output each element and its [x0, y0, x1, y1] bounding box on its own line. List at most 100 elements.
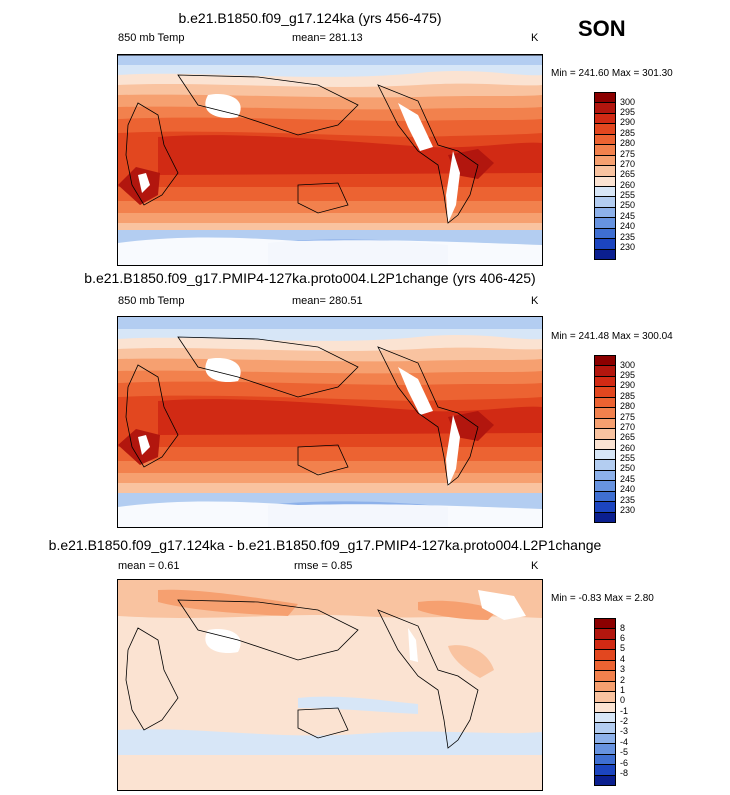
panel-1-colorbar: [594, 92, 616, 260]
panel-1-colorbar-cell: [595, 186, 615, 198]
panel-2-map-field: [118, 317, 542, 527]
panel-1-colorbar-cell: [595, 249, 615, 259]
panel-1-colorbar-tick-label: 300: [620, 97, 636, 107]
panel-3-colorbar-cell: [595, 629, 615, 640]
panel-2-colorbar-tick-label: 250: [620, 463, 636, 473]
panel-3-colorbar-cell: [595, 660, 615, 672]
panel-1-colorbar-tick-label: 285: [620, 128, 636, 138]
panel-2-colorbar-tick-label: 300: [620, 360, 636, 370]
panel-1-map: [117, 54, 543, 266]
panel-2-mean-label: mean= 280.51: [292, 295, 363, 307]
panel-1-colorbar-tick-label: 275: [620, 149, 636, 159]
panel-3-map-field: [118, 580, 542, 790]
panel-3-colorbar-cell: [595, 765, 615, 776]
panel-2-colorbar-tick-label: 275: [620, 412, 636, 422]
panel-2-colorbar-cell: [595, 481, 615, 492]
panel-2-colorbar-cell: [595, 439, 615, 450]
panel-3-colorbar-cell: [595, 723, 615, 734]
panel-1-colorbar-cell: [595, 207, 615, 219]
panel-2-colorbar-tick-label: 260: [620, 443, 636, 453]
panel-2-colorbar-tick-label: 295: [620, 370, 636, 380]
panel-1-colorbar-cell: [595, 155, 615, 167]
panel-2-colorbar-tick-label: 290: [620, 380, 636, 390]
panel-1-colorbar-cell: [595, 124, 615, 135]
panel-2-colorbar-cell: [595, 460, 615, 471]
panel-2-colorbar-cell: [595, 429, 615, 440]
panel-3-colorbar-tick-label: 6: [620, 633, 626, 643]
panel-1-map-field: [118, 55, 542, 265]
panel-1-title: b.e21.B1850.f09_g17.124ka (yrs 456-475): [178, 10, 442, 26]
panel-3-colorbar-tick-label: 1: [620, 685, 626, 695]
panel-3-colorbar-cell: [595, 775, 615, 785]
panel-2-variable-label: 850 mb Temp: [118, 295, 185, 307]
panel-2-minmax: Min = 241.48 Max = 300.04: [551, 331, 673, 342]
panel-1-colorbar-tick-label: 245: [620, 211, 636, 221]
panel-2-colorbar-cell: [595, 512, 615, 522]
panel-3-colorbar: [594, 618, 616, 786]
panel-3-colorbar-tick-label: -5: [620, 747, 629, 757]
panel-2-colorbar: [594, 355, 616, 523]
panel-3-colorbar-cell: [595, 619, 615, 630]
panel-3-colorbar-tick-label: -3: [620, 726, 629, 736]
panel-1-colorbar-cell: [595, 218, 615, 229]
panel-2-colorbar-tick-label: 255: [620, 453, 636, 463]
panel-1-colorbar-cell: [595, 239, 615, 250]
panel-3-colorbar-tick-label: 3: [620, 664, 626, 674]
panel-2-colorbar-cell: [595, 470, 615, 482]
panel-2-colorbar-tick-label: 235: [620, 495, 636, 505]
panel-1-variable-label: 850 mb Temp: [118, 32, 185, 44]
panel-1-colorbar-cell: [595, 93, 615, 104]
panel-3-colorbar-cell: [595, 692, 615, 703]
panel-2-units-label: K: [531, 295, 539, 307]
panel-2-colorbar-tick-label: 265: [620, 432, 636, 442]
panel-1-colorbar-tick-label: 265: [620, 169, 636, 179]
panel-1-units-label: K: [531, 32, 539, 44]
panel-2-colorbar-cell: [595, 376, 615, 388]
panel-2-colorbar-cell: [595, 418, 615, 430]
panel-3-colorbar-tick-label: -1: [620, 706, 629, 716]
panel-2-colorbar-cell: [595, 449, 615, 461]
panel-3-colorbar-tick-label: 2: [620, 675, 626, 685]
panel-1-colorbar-cell: [595, 103, 615, 114]
panel-2-colorbar-cell: [595, 491, 615, 503]
panel-1-colorbar-tick-label: 290: [620, 117, 636, 127]
panel-3-colorbar-cell: [595, 671, 615, 682]
panel-1-colorbar-tick-label: 260: [620, 180, 636, 190]
panel-2-colorbar-cell: [595, 502, 615, 513]
panel-3-colorbar-tick-label: 5: [620, 643, 626, 653]
panel-2-colorbar-tick-label: 270: [620, 422, 636, 432]
panel-2-colorbar-tick-label: 245: [620, 474, 636, 484]
panel-1-colorbar-tick-label: 230: [620, 242, 636, 252]
panel-1-colorbar-tick-label: 255: [620, 190, 636, 200]
panel-3-colorbar-tick-label: -8: [620, 768, 629, 778]
panel-1-colorbar-cell: [595, 134, 615, 146]
panel-3-colorbar-tick-label: -4: [620, 737, 629, 747]
panel-1-colorbar-tick-label: 295: [620, 107, 636, 117]
panel-1-colorbar-cell: [595, 145, 615, 156]
panel-3-title: b.e21.B1850.f09_g17.124ka - b.e21.B1850.…: [48, 537, 602, 553]
panel-3-colorbar-cell: [595, 744, 615, 755]
panel-1-colorbar-tick-label: 280: [620, 138, 636, 148]
panel-3-minmax: Min = -0.83 Max = 2.80: [551, 593, 654, 604]
panel-3-colorbar-tick-label: -2: [620, 716, 629, 726]
panel-2-colorbar-cell: [595, 366, 615, 377]
panel-3-mean-label: mean = 0.61: [118, 560, 180, 572]
panel-3-colorbar-tick-label: 4: [620, 654, 626, 664]
panel-3-colorbar-tick-label: 8: [620, 623, 626, 633]
season-label: SON: [578, 16, 626, 41]
panel-1-colorbar-cell: [595, 166, 615, 177]
panel-2-colorbar-tick-label: 280: [620, 401, 636, 411]
panel-2-colorbar-tick-label: 285: [620, 391, 636, 401]
panel-1-colorbar-tick-label: 235: [620, 232, 636, 242]
panel-3-units-label: K: [531, 560, 539, 572]
panel-1-colorbar-cell: [595, 228, 615, 240]
panel-2-map: [117, 316, 543, 528]
panel-3-colorbar-tick-label: 0: [620, 695, 626, 705]
panel-3-colorbar-cell: [595, 712, 615, 724]
panel-2-colorbar-tick-label: 240: [620, 484, 636, 494]
panel-1-colorbar-cell: [595, 197, 615, 208]
panel-1-minmax: Min = 241.60 Max = 301.30: [551, 68, 673, 79]
panel-3-colorbar-cell: [595, 639, 615, 651]
panel-1-colorbar-tick-label: 240: [620, 221, 636, 231]
panel-3-rmse-label: rmse = 0.85: [294, 560, 353, 572]
